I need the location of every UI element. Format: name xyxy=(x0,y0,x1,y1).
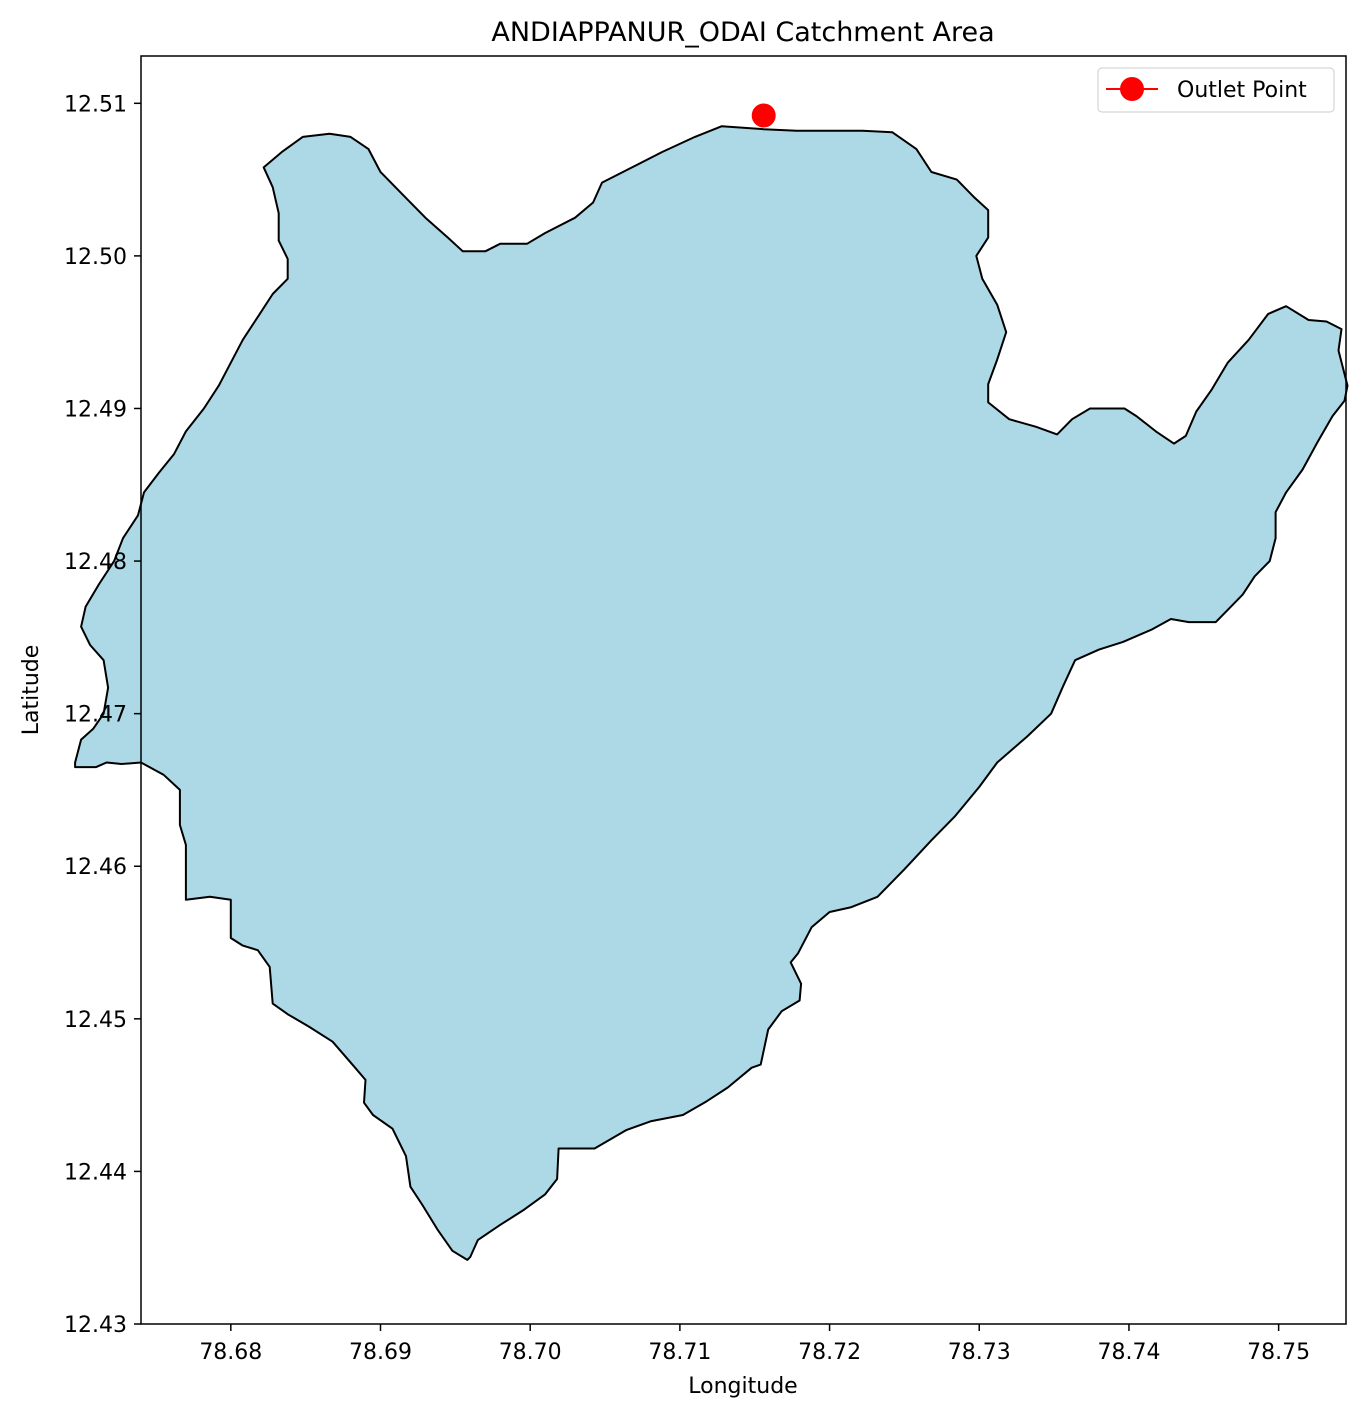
x-axis-label: Longitude xyxy=(688,1374,797,1399)
y-axis: 12.43 12.44 12.45 12.46 12.47 12.48 12.49 12.50… xyxy=(64,92,141,1338)
x-tick-label: 78.69 xyxy=(349,1340,412,1365)
y-tick-label: 12.45 xyxy=(64,1008,127,1033)
x-axis: 78.68 78.69 78.70 78.71 78.72 78.73 78.74 78.75 xyxy=(199,1324,1310,1365)
x-tick-label: 78.68 xyxy=(199,1340,262,1365)
chart-title: ANDIAPPANUR_ODAI Catchment Area xyxy=(491,17,994,48)
legend-box xyxy=(1097,67,1335,113)
x-tick-label: 78.74 xyxy=(1097,1340,1160,1365)
y-tick-label: 12.48 xyxy=(64,550,127,575)
legend-entry-outlet-point: Outlet Point xyxy=(1177,78,1307,103)
x-tick-label: 78.70 xyxy=(499,1340,562,1365)
x-tick-label: 78.73 xyxy=(948,1340,1011,1365)
legend-marker-swatch xyxy=(1120,77,1144,101)
y-tick-label: 12.43 xyxy=(64,1313,127,1338)
plot-frame xyxy=(140,55,1347,1325)
y-tick-label: 12.51 xyxy=(64,92,127,117)
x-tick-label: 78.71 xyxy=(648,1340,711,1365)
y-tick-label: 12.44 xyxy=(64,1160,127,1185)
x-tick-label: 78.75 xyxy=(1247,1340,1310,1365)
plot-area xyxy=(74,103,1349,1261)
y-tick-label: 12.50 xyxy=(64,245,127,270)
legend: Outlet Point xyxy=(1097,67,1335,113)
y-tick-label: 12.49 xyxy=(64,397,127,422)
y-tick-label: 12.46 xyxy=(64,855,127,880)
outlet-point-marker xyxy=(751,103,776,128)
y-axis-label: Latitude xyxy=(19,645,44,736)
y-tick-label: 12.47 xyxy=(64,703,127,728)
catchment-polygon xyxy=(74,125,1349,1261)
x-tick-label: 78.72 xyxy=(798,1340,861,1365)
